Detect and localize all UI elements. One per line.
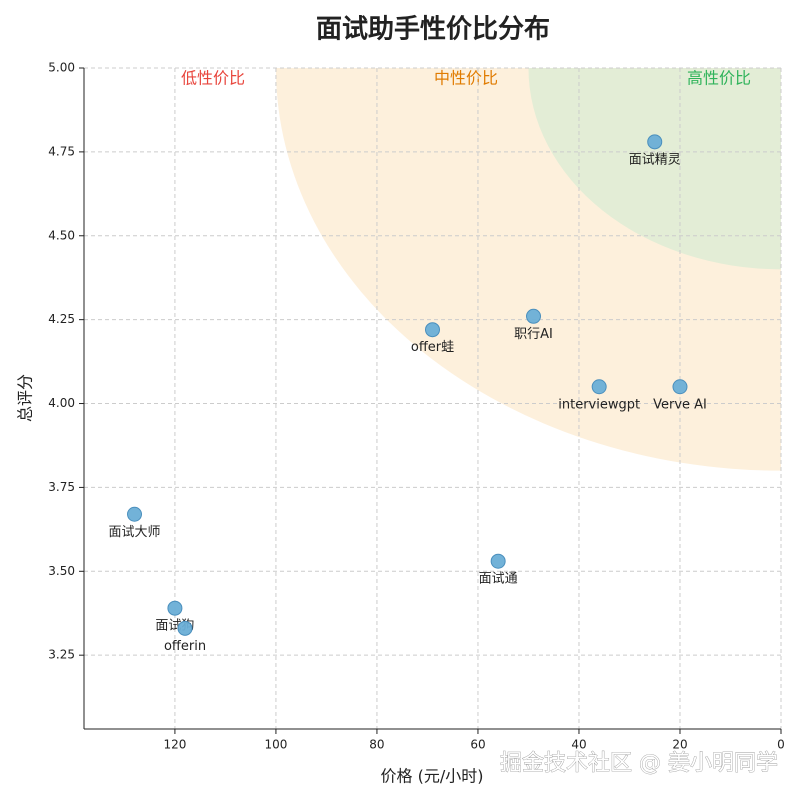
x-tick-label: 120	[163, 738, 186, 752]
x-tick-label: 20	[672, 738, 687, 752]
watermark: 掘金技术社区 @ 姜小明同学	[500, 751, 778, 776]
x-tick-label: 0	[777, 738, 785, 752]
point	[127, 506, 143, 522]
point-label: 面试大师	[108, 525, 160, 540]
x-tick-label: 100	[264, 738, 287, 752]
y-tick-label: 4.25	[48, 312, 75, 326]
point	[425, 322, 440, 338]
point	[167, 600, 183, 616]
zone-label: 中性价比	[434, 69, 498, 88]
point-label: 面试精灵	[629, 152, 681, 167]
y-tick-label: 3.25	[48, 648, 75, 662]
y-tick-label: 5.00	[48, 61, 75, 75]
point-label: offerin	[164, 639, 206, 654]
point	[177, 620, 193, 636]
point-label: offer蛙	[411, 340, 454, 355]
y-axis-label: 总评分	[16, 374, 35, 422]
x-axis-label: 价格 (元/小时)	[381, 767, 484, 786]
y-tick-label: 4.00	[48, 396, 75, 410]
point	[647, 134, 663, 150]
zone	[528, 68, 781, 270]
point	[591, 379, 607, 395]
point-label: 职行AI	[514, 327, 553, 342]
y-tick-label: 3.50	[48, 564, 75, 578]
point	[490, 553, 506, 569]
x-tick-label: 60	[470, 738, 485, 752]
zone-label: 低性价比	[181, 69, 245, 88]
x-tick-label: 40	[571, 738, 586, 752]
x-tick-label: 80	[369, 738, 384, 752]
point	[526, 308, 542, 324]
point-label: 面试通	[479, 572, 518, 587]
zone-label: 高性价比	[687, 69, 751, 88]
y-tick-label: 4.50	[48, 228, 75, 242]
chart-title: 面试助手性价比分布	[316, 15, 550, 45]
point	[672, 379, 688, 395]
point-label: Verve AI	[653, 397, 707, 412]
y-tick-label: 3.75	[48, 480, 75, 494]
y-tick-label: 4.75	[48, 144, 75, 158]
point-label: interviewgpt	[558, 397, 640, 412]
